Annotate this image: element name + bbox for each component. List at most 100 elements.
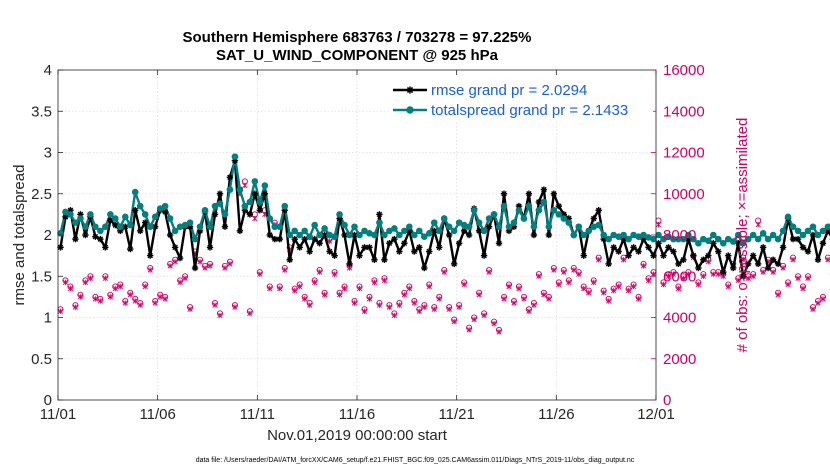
rmse-point: [465, 231, 473, 239]
totalspread-point: [361, 227, 368, 235]
obs-assimilated-point: [556, 281, 562, 288]
obs-assimilated-point: [586, 290, 592, 296]
totalspread-point: [201, 206, 209, 214]
rmse-point: [700, 256, 707, 263]
obs-assimilated-point: [247, 310, 253, 317]
totalspread-point: [87, 211, 94, 218]
obs-assimilated-point: [82, 279, 89, 286]
x-tick-label: 11/26: [538, 406, 574, 423]
totalspread-point: [301, 227, 308, 235]
totalspread-point: [276, 223, 284, 231]
rmse-point: [500, 190, 508, 197]
rmse-point: [740, 273, 747, 280]
totalspread-point: [425, 230, 433, 237]
obs-assimilated-point: [521, 296, 527, 302]
totalspread-point: [241, 202, 249, 210]
obs-assimilated-point: [770, 269, 776, 275]
rmse-point: [730, 264, 737, 272]
rmse-point: [176, 254, 184, 262]
obs-assimilated-point: [292, 288, 298, 294]
rmse-point: [715, 248, 722, 255]
obs-assimilated-point: [451, 318, 457, 325]
rmse-point: [386, 240, 393, 247]
totalspread-point: [744, 235, 752, 243]
rmse-point: [316, 240, 323, 247]
obs-assimilated-point: [531, 302, 537, 308]
obs-assimilated-point: [526, 308, 532, 314]
rmse-point: [266, 231, 273, 239]
totalspread-point: [97, 227, 104, 235]
totalspread-point: [82, 223, 89, 231]
obs-assimilated-point: [321, 292, 328, 298]
obs-assimilated-point: [376, 302, 383, 308]
totalspread-point: [401, 227, 408, 235]
obs-assimilated-point: [755, 222, 761, 228]
rmse-point: [346, 260, 353, 268]
obs-assimilated-point: [456, 304, 462, 310]
obs-assimilated-point: [640, 263, 647, 269]
totalspread-point: [470, 206, 478, 214]
obs-assimilated-point: [815, 300, 821, 306]
obs-assimilated-point: [62, 279, 69, 286]
totalspread-point: [261, 182, 269, 189]
obs-assimilated-point: [635, 296, 642, 302]
totalspread-point: [510, 219, 518, 226]
rmse-point: [615, 248, 622, 255]
x-tick-label: 11/06: [139, 406, 175, 423]
y-axis-label: rmse and totalspread: [11, 165, 28, 306]
rmse-point: [819, 240, 827, 247]
obs-assimilated-point: [187, 306, 193, 312]
obs-assimilated-point: [630, 283, 637, 290]
rmse-point: [246, 211, 254, 218]
rmse-point: [221, 223, 229, 230]
totalspread-point: [605, 235, 612, 243]
obs-assimilated-point: [257, 271, 263, 277]
rmse-point: [445, 231, 453, 239]
totalspread-point: [72, 219, 79, 226]
obs-assimilated-point: [516, 285, 522, 292]
rmse-point: [256, 207, 264, 214]
rmse-point: [485, 223, 493, 230]
totalspread-point: [356, 231, 363, 239]
legend: rmse grand pr = 2.0294 totalspread grand…: [389, 76, 653, 122]
totalspread-point: [814, 231, 822, 239]
rmse-point: [381, 256, 388, 263]
obs-assimilated-point: [625, 288, 632, 294]
rmse-point: [495, 240, 503, 247]
rmse-point: [804, 248, 812, 255]
obs-assimilated-point: [601, 290, 607, 296]
totalspread-point: [181, 221, 189, 229]
totalspread-point: [67, 211, 74, 218]
rmse-point: [102, 244, 109, 251]
rmse-point: [794, 235, 802, 243]
obs-assimilated-point: [232, 304, 238, 310]
ticks: 11/01 11/06 11/11 11/16 11/21 11/26 12/0100.51…: [31, 62, 705, 423]
obs-assimilated-point: [87, 275, 94, 281]
x-tick-label: 11/21: [438, 406, 474, 423]
rmse-point: [151, 223, 159, 230]
y-right-tick-label: 6000: [663, 268, 696, 285]
obs-assimilated-point: [431, 306, 437, 312]
totalspread-point: [769, 231, 777, 239]
rmse-point: [291, 235, 298, 243]
obs-assimilated-point: [277, 285, 283, 292]
totalspread-point: [485, 215, 493, 222]
obs-assimilated-point: [421, 304, 427, 310]
rmse-point: [769, 256, 777, 263]
totalspread-point: [749, 231, 757, 239]
totalspread-point: [625, 235, 632, 243]
totalspread-point: [161, 202, 169, 210]
obs-assimilated-point: [591, 279, 597, 286]
rmse-point: [311, 235, 318, 243]
y-tick-label: 3.5: [31, 103, 52, 120]
totalspread-point: [371, 231, 378, 239]
obs-assimilated-point: [446, 306, 452, 312]
totalspread-point: [535, 206, 543, 214]
totalspread-point: [695, 239, 702, 247]
obs-assimilated-point: [576, 271, 582, 277]
rmse-spread-series: [57, 153, 830, 280]
rmse-point: [142, 219, 149, 226]
totalspread-point: [186, 219, 194, 226]
obs-assimilated-point: [207, 263, 213, 269]
obs-assimilated-point: [805, 275, 811, 281]
